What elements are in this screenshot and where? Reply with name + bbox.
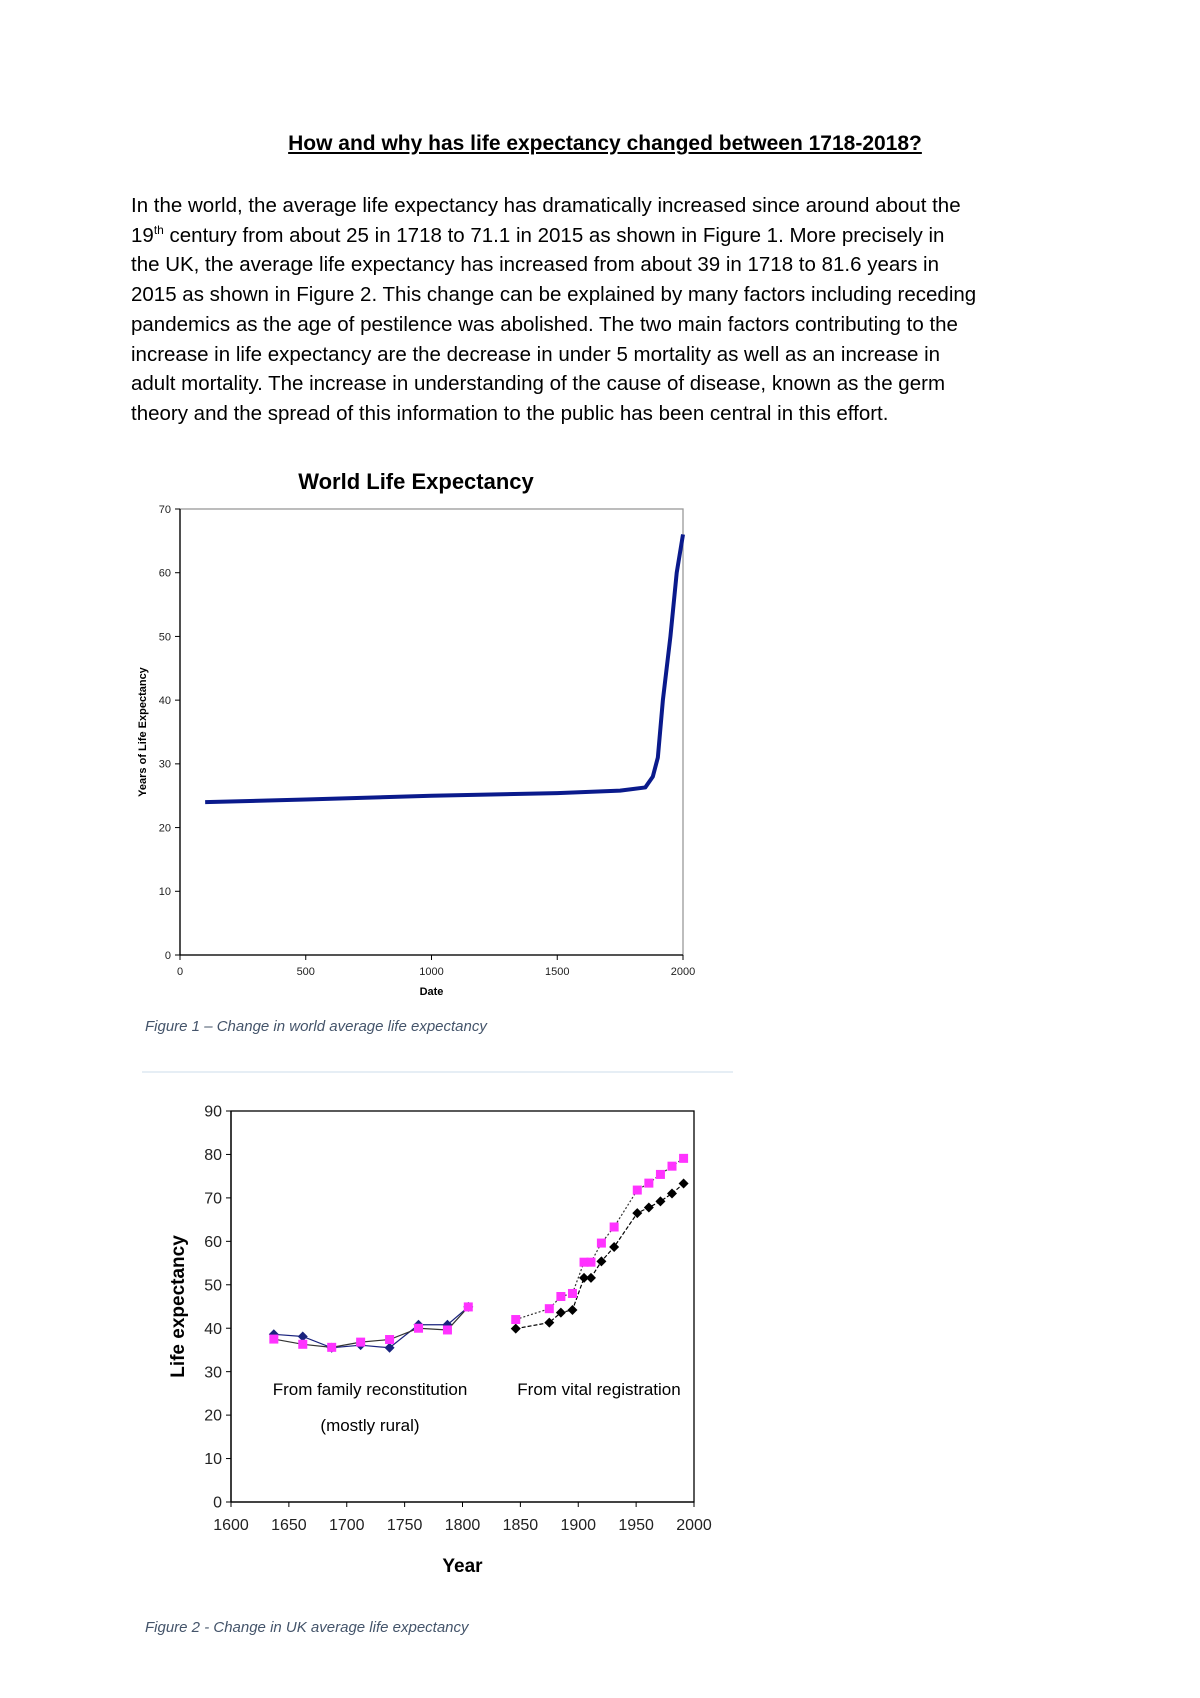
data-point-square — [298, 1339, 308, 1349]
plot-frame — [230, 1110, 695, 1503]
data-point-diamond — [544, 1317, 555, 1328]
x-axis-label: Year — [442, 1556, 483, 1577]
x-tick-label: 1000 — [419, 966, 443, 978]
x-tick-label: 1950 — [618, 1517, 654, 1534]
data-point-diamond — [579, 1272, 590, 1283]
paragraph-line: In the world, the average life expectanc… — [131, 194, 961, 217]
body-paragraph: In the world, the average life expectanc… — [131, 191, 976, 429]
y-tick-label: 40 — [204, 1321, 222, 1338]
data-point-square — [632, 1185, 642, 1195]
annotation-vital-registration: From vital registration — [517, 1380, 680, 1399]
y-tick-label: 40 — [159, 695, 171, 707]
y-tick-label: 80 — [204, 1147, 222, 1164]
x-tick-label: 1850 — [503, 1517, 539, 1534]
x-tick-label: 2000 — [671, 966, 695, 978]
data-point-square — [442, 1325, 452, 1335]
annotation-mostly-rural: (mostly rural) — [320, 1416, 419, 1435]
y-tick-label: 50 — [159, 631, 171, 643]
series-line — [515, 1183, 684, 1330]
x-tick-label: 1800 — [445, 1517, 481, 1534]
data-point-square — [327, 1342, 337, 1352]
data-point-square — [544, 1304, 554, 1314]
y-tick-label: 60 — [204, 1234, 222, 1251]
y-tick-label: 10 — [204, 1451, 222, 1468]
x-tick-label: 1750 — [387, 1517, 423, 1534]
y-tick-label: 60 — [159, 568, 171, 580]
data-point-diamond — [596, 1256, 607, 1267]
y-tick-label: 70 — [204, 1190, 222, 1207]
x-tick-label: 1600 — [213, 1517, 249, 1534]
y-tick-label: 20 — [159, 822, 171, 834]
data-point-square — [556, 1292, 566, 1302]
x-tick-label: 500 — [297, 966, 315, 978]
y-axis-label: Years of Life Expectancy — [137, 666, 149, 796]
x-tick-label: 1900 — [560, 1517, 596, 1534]
data-point-square — [586, 1257, 596, 1267]
x-axis-label: Date — [420, 986, 444, 998]
data-point-diamond — [567, 1304, 578, 1315]
data-point-diamond — [555, 1307, 566, 1318]
y-tick-label: 50 — [204, 1277, 222, 1294]
y-tick-label: 30 — [159, 759, 171, 771]
y-tick-label: 0 — [165, 950, 171, 962]
x-tick-label: 0 — [177, 966, 183, 978]
data-point-diamond — [655, 1196, 666, 1207]
data-point-diamond — [609, 1241, 620, 1252]
figure1-caption: Figure 1 – Change in world average life … — [145, 1018, 487, 1035]
data-point-square — [269, 1334, 279, 1344]
paragraph-line: increase in life expectancy are the decr… — [131, 342, 941, 366]
data-point-diamond — [384, 1342, 395, 1353]
data-point-diamond — [510, 1323, 521, 1334]
data-point-square — [579, 1257, 589, 1267]
paragraph-line-rest: century from about 25 in 1718 to 71.1 in… — [163, 223, 945, 247]
annotation-family-reconstitution: From family reconstitution — [273, 1380, 468, 1399]
data-point-diamond — [632, 1208, 643, 1219]
data-point-square — [596, 1238, 606, 1248]
data-point-square — [385, 1335, 395, 1345]
x-tick-label: 1650 — [271, 1517, 307, 1534]
data-point-square — [609, 1222, 619, 1232]
paragraph-line: the UK, the average life expectancy has … — [131, 253, 939, 277]
century-number: 19 — [131, 223, 154, 247]
data-point-square — [667, 1161, 677, 1171]
y-axis-label: Life expectancy — [168, 1235, 189, 1378]
data-point-diamond — [678, 1178, 689, 1189]
data-point-diamond — [667, 1188, 678, 1199]
world-life-expectancy-line — [205, 534, 685, 805]
data-point-square — [511, 1315, 521, 1325]
data-point-square — [655, 1169, 665, 1179]
x-tick-label: 1500 — [545, 966, 569, 978]
y-tick-label: 70 — [159, 504, 171, 516]
data-point-square — [414, 1323, 424, 1333]
paragraph-line: theory and the spread of this informatio… — [131, 401, 889, 425]
series-line — [273, 1306, 469, 1348]
y-tick-label: 90 — [204, 1104, 222, 1121]
plot-frame — [179, 508, 684, 956]
x-tick-label: 2000 — [676, 1517, 712, 1534]
paragraph-line: 19th century from about 25 in 1718 to 71… — [131, 221, 976, 251]
data-point-square — [567, 1288, 577, 1298]
ordinal-superscript: th — [153, 222, 164, 237]
y-tick-label: 30 — [204, 1364, 222, 1381]
page-title: How and why has life expectancy changed … — [288, 132, 922, 155]
data-point-square — [644, 1178, 654, 1188]
y-tick-label: 0 — [213, 1495, 222, 1512]
y-tick-label: 10 — [159, 886, 171, 898]
data-point-diamond — [585, 1272, 596, 1283]
x-tick-label: 1700 — [329, 1517, 365, 1534]
paragraph-line: 2015 as shown in Figure 2. This change c… — [131, 283, 977, 307]
data-point-square — [463, 1302, 473, 1312]
chart-title: World Life Expectancy — [298, 469, 534, 494]
data-point-diamond — [297, 1331, 308, 1342]
y-tick-label: 20 — [204, 1408, 222, 1425]
data-point-square — [679, 1153, 689, 1163]
paragraph-line: adult mortality. The increase in underst… — [131, 372, 946, 396]
data-point-square — [356, 1337, 366, 1347]
paragraph-line: pandemics as the age of pestilence was a… — [131, 312, 958, 336]
data-point-diamond — [643, 1202, 654, 1213]
figure2-caption: Figure 2 - Change in UK average life exp… — [145, 1619, 469, 1636]
